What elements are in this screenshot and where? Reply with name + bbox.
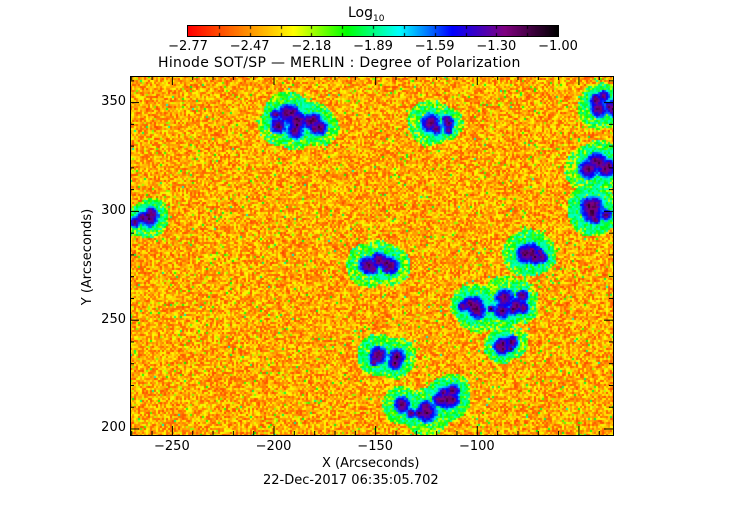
y-tick-label: 200 bbox=[101, 420, 126, 436]
colorbar-label-text: Log bbox=[348, 5, 374, 21]
y-axis-label: Y (Arcseconds) bbox=[80, 208, 95, 306]
x-axis-label: X (Arcseconds) bbox=[322, 456, 420, 471]
x-tick-label: −200 bbox=[255, 439, 292, 454]
colorbar-tick-label: −2.47 bbox=[229, 39, 270, 54]
polarization-map bbox=[130, 76, 613, 435]
plot-frame bbox=[130, 76, 614, 436]
colorbar-tick-label: −1.89 bbox=[353, 39, 393, 54]
y-tick-label: 300 bbox=[101, 202, 126, 218]
colorbar bbox=[187, 25, 559, 37]
colorbar-tick-label: −1.00 bbox=[538, 39, 578, 54]
y-tick-label: 250 bbox=[101, 311, 126, 327]
x-tick-label: −150 bbox=[357, 439, 394, 454]
colorbar-label-subscript: 10 bbox=[373, 13, 385, 24]
y-tick-label: 350 bbox=[101, 94, 126, 110]
x-tick-label: −100 bbox=[458, 439, 495, 454]
colorbar-tick-label: −1.59 bbox=[414, 39, 455, 54]
colorbar-tick-label: −1.30 bbox=[476, 39, 517, 54]
colorbar-label: Log10 bbox=[348, 6, 384, 26]
chart-title: Hinode SOT/SP — MERLIN : Degree of Polar… bbox=[158, 55, 521, 71]
colorbar-tick-label: −2.77 bbox=[168, 39, 208, 54]
timestamp: 22-Dec-2017 06:35:05.702 bbox=[263, 473, 439, 488]
colorbar-tick-label: −2.18 bbox=[291, 39, 332, 54]
x-tick-label: −250 bbox=[154, 439, 190, 454]
